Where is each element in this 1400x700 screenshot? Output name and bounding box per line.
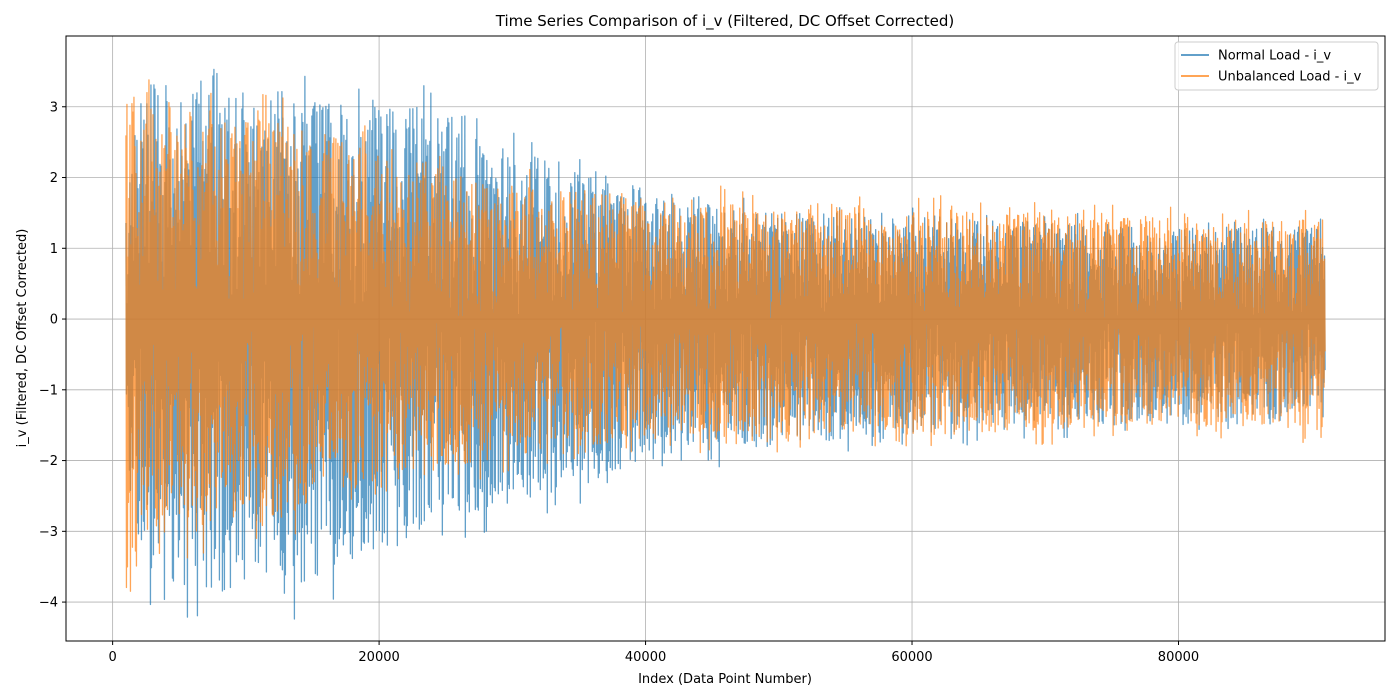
- x-tick-label: 60000: [891, 650, 932, 665]
- series-line: [125, 79, 1326, 592]
- y-tick-label: −4: [39, 596, 58, 611]
- x-tick-label: 20000: [358, 650, 399, 665]
- y-ticks: −4 −3 −2 −1 0 1 2 3: [39, 100, 66, 611]
- y-tick-label: 2: [50, 171, 58, 186]
- y-tick-label: 0: [50, 313, 58, 328]
- y-tick-label: −1: [39, 383, 58, 398]
- plot-frame: [65, 35, 1386, 642]
- chart-title: Time Series Comparison of i_v (Filtered,…: [495, 12, 954, 31]
- legend-label: Unbalanced Load - i_v: [1218, 70, 1362, 85]
- y-tick-label: −2: [39, 454, 58, 469]
- x-axis-label: Index (Data Point Number): [638, 672, 812, 687]
- legend-label: Normal Load - i_v: [1218, 49, 1331, 64]
- y-tick-label: 1: [50, 242, 58, 257]
- x-tick-label: 0: [108, 650, 116, 665]
- x-ticks: 0 20000 40000 60000 80000: [108, 641, 1199, 665]
- x-tick-label: 80000: [1158, 650, 1199, 665]
- y-tick-label: −3: [39, 525, 58, 540]
- legend-box: [1174, 41, 1379, 91]
- legend: Normal Load - i_v Unbalanced Load - i_v: [1174, 41, 1379, 91]
- series-layer: [125, 68, 1326, 620]
- y-tick-label: 3: [50, 100, 58, 115]
- x-tick-label: 40000: [625, 650, 666, 665]
- y-axis-label: i_v (Filtered, DC Offset Corrected): [15, 229, 30, 448]
